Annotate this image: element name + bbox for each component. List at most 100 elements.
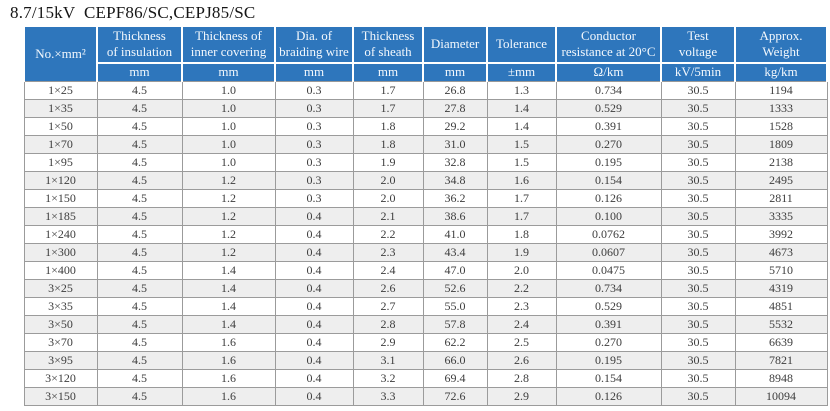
table-cell: 0.3 xyxy=(274,80,354,100)
table-cell: 0.391 xyxy=(555,116,662,136)
table-cell: 0.0475 xyxy=(555,260,662,280)
table-cell: 4673 xyxy=(734,242,828,262)
table-cell: 3×50 xyxy=(23,314,98,334)
table-cell: 1.4 xyxy=(181,278,276,298)
table-cell: 27.8 xyxy=(422,98,488,118)
table-cell: 0.126 xyxy=(555,386,662,406)
table-cell: 0.4 xyxy=(274,332,354,352)
table-cell: 30.5 xyxy=(660,170,736,190)
table-cell: 1.5 xyxy=(486,134,557,154)
table-cell: 2.4 xyxy=(352,260,424,280)
table-cell: 0.195 xyxy=(555,350,662,370)
col-header-approx-weight: Approx. Weight xyxy=(734,25,828,64)
table-row: 1×50 4.5 1.0 0.3 1.8 29.2 1.4 0.391 30.5 1528 xyxy=(23,116,828,136)
table-cell: 2.2 xyxy=(352,224,424,244)
table-cell: 0.3 xyxy=(274,188,354,208)
table-cell: 1.8 xyxy=(352,116,424,136)
table-cell: 5710 xyxy=(734,260,828,280)
table-cell: 0.3 xyxy=(274,134,354,154)
table-cell: 2.8 xyxy=(486,368,557,388)
table-cell: 0.3 xyxy=(274,98,354,118)
table-cell: 4.5 xyxy=(96,80,183,100)
table-cell: 4.5 xyxy=(96,368,183,388)
table-cell: 34.8 xyxy=(422,170,488,190)
table-cell: 1.2 xyxy=(181,224,276,244)
table-cell: 1809 xyxy=(734,134,828,154)
spec-table: No.×mm² Thickness of insulation Thicknes… xyxy=(23,25,828,406)
table-cell: 0.4 xyxy=(274,278,354,298)
table-cell: 0.100 xyxy=(555,206,662,226)
table-cell: 0.4 xyxy=(274,224,354,244)
table-cell: 4.5 xyxy=(96,116,183,136)
table-cell: 0.529 xyxy=(555,98,662,118)
table-cell: 0.126 xyxy=(555,188,662,208)
col-header-size: No.×mm² xyxy=(23,25,98,82)
table-cell: 1.4 xyxy=(181,260,276,280)
table-cell: 1×150 xyxy=(23,188,98,208)
table-cell: 3×95 xyxy=(23,350,98,370)
table-row: 3×120 4.5 1.6 0.4 3.2 69.4 2.8 0.154 30.5 8948 xyxy=(23,368,828,388)
table-cell: 1.0 xyxy=(181,152,276,172)
table-cell: 1.2 xyxy=(181,170,276,190)
table-cell: 2.0 xyxy=(352,188,424,208)
table-cell: 0.3 xyxy=(274,116,354,136)
table-cell: 2.8 xyxy=(352,314,424,334)
table-row: 1×240 4.5 1.2 0.4 2.2 41.0 1.8 0.0762 30.5 3992 xyxy=(23,224,828,244)
table-cell: 0.4 xyxy=(274,242,354,262)
table-cell: 30.5 xyxy=(660,152,736,172)
table-row: 3×150 4.5 1.6 0.4 3.3 72.6 2.9 0.126 30.5 10094 xyxy=(23,386,828,406)
table-cell: 3.1 xyxy=(352,350,424,370)
table-cell: 2.0 xyxy=(486,260,557,280)
table-cell: 1.2 xyxy=(181,188,276,208)
col-unit-inner-covering-thickness: mm xyxy=(181,61,276,82)
col-unit-braiding-wire-dia: mm xyxy=(274,61,354,82)
table-cell: 1.0 xyxy=(181,80,276,100)
table-cell: 1.4 xyxy=(486,116,557,136)
table-cell: 0.734 xyxy=(555,278,662,298)
table-cell: 47.0 xyxy=(422,260,488,280)
table-cell: 6639 xyxy=(734,332,828,352)
table-cell: 1.7 xyxy=(352,98,424,118)
table-cell: 0.4 xyxy=(274,314,354,334)
col-header-tolerance: Tolerance xyxy=(486,25,557,64)
table-row: 1×95 4.5 1.0 0.3 1.9 32.8 1.5 0.195 30.5 2138 xyxy=(23,152,828,172)
col-header-conductor-resistance: Conductor resistance at 20°C xyxy=(555,25,662,64)
table-row: 1×150 4.5 1.2 0.3 2.0 36.2 1.7 0.126 30.5 2811 xyxy=(23,188,828,208)
col-unit-sheath-thickness: mm xyxy=(352,61,424,82)
table-cell: 26.8 xyxy=(422,80,488,100)
table-row: 1×185 4.5 1.2 0.4 2.1 38.6 1.7 0.100 30.5 3335 xyxy=(23,206,828,226)
table-cell: 55.0 xyxy=(422,296,488,316)
table-cell: 0.3 xyxy=(274,170,354,190)
table-cell: 7821 xyxy=(734,350,828,370)
table-cell: 1.8 xyxy=(486,224,557,244)
page-title: 8.7/15kV CEPF86/SC,CEPJ85/SC xyxy=(10,3,256,22)
table-cell: 0.529 xyxy=(555,296,662,316)
table-cell: 41.0 xyxy=(422,224,488,244)
table-cell: 30.5 xyxy=(660,332,736,352)
table-cell: 1.4 xyxy=(486,98,557,118)
table-cell: 5532 xyxy=(734,314,828,334)
table-row: 1×300 4.5 1.2 0.4 2.3 43.4 1.9 0.0607 30.5 4673 xyxy=(23,242,828,262)
table-cell: 30.5 xyxy=(660,188,736,208)
table-cell: 3×120 xyxy=(23,368,98,388)
table-cell: 30.5 xyxy=(660,350,736,370)
col-unit-test-voltage: kV/5min xyxy=(660,61,736,82)
table-cell: 8948 xyxy=(734,368,828,388)
table-cell: 3.2 xyxy=(352,368,424,388)
table-cell: 1×120 xyxy=(23,170,98,190)
table-cell: 66.0 xyxy=(422,350,488,370)
table-row: 3×70 4.5 1.6 0.4 2.9 62.2 2.5 0.270 30.5 6639 xyxy=(23,332,828,352)
table-row: 1×25 4.5 1.0 0.3 1.7 26.8 1.3 0.734 30.5 1194 xyxy=(23,80,828,100)
table-cell: 1×50 xyxy=(23,116,98,136)
table-cell: 0.0762 xyxy=(555,224,662,244)
table-cell: 1528 xyxy=(734,116,828,136)
table-cell: 1333 xyxy=(734,98,828,118)
col-unit-diameter: mm xyxy=(422,61,488,82)
table-cell: 1×25 xyxy=(23,80,98,100)
table-cell: 1.6 xyxy=(486,170,557,190)
table-cell: 3335 xyxy=(734,206,828,226)
table-cell: 4.5 xyxy=(96,152,183,172)
col-unit-approx-weight: kg/km xyxy=(734,61,828,82)
table-cell: 4.5 xyxy=(96,350,183,370)
table-cell: 30.5 xyxy=(660,224,736,244)
